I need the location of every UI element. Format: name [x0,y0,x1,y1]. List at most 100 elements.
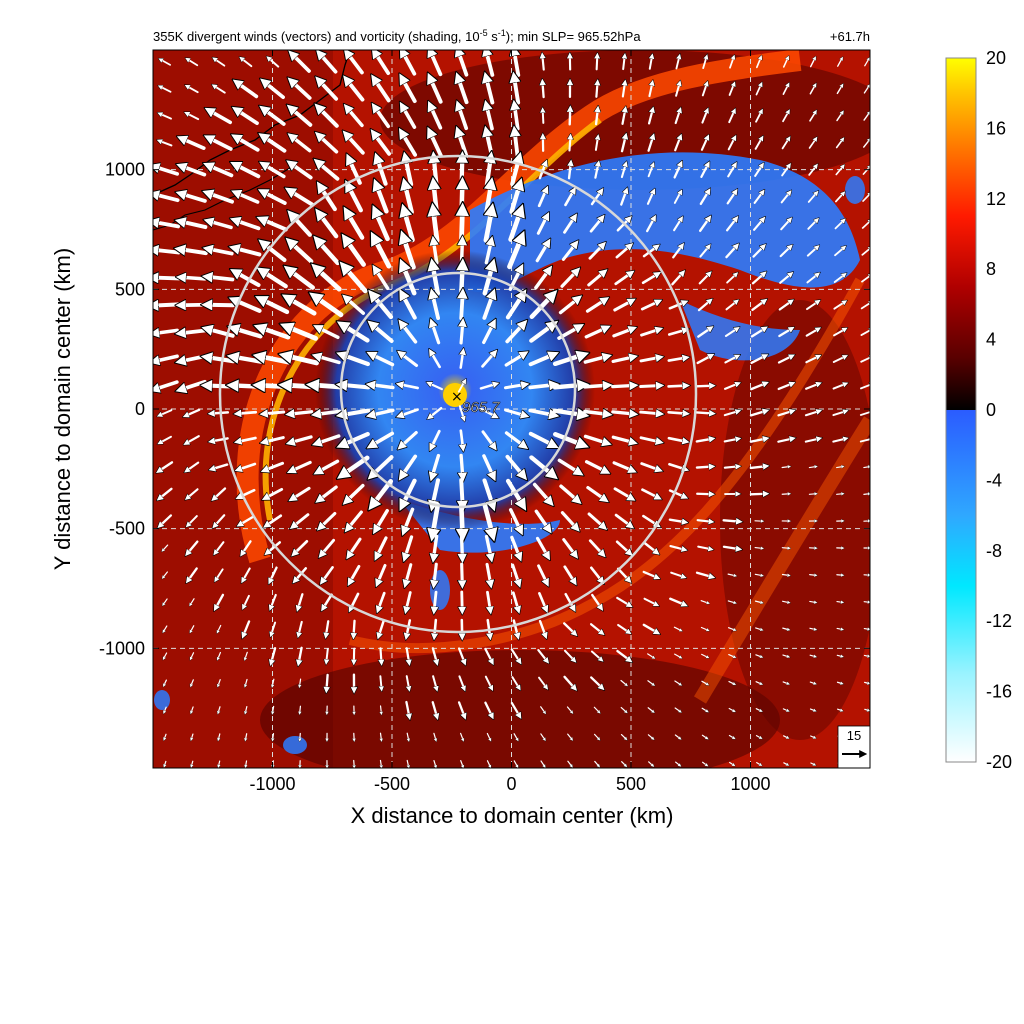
wind-vector [407,732,409,740]
wind-vector [218,706,221,713]
wind-vector [701,734,707,738]
wind-vector [341,324,370,343]
wind-vector [728,83,735,96]
wind-vector [805,356,819,364]
wind-vector [265,514,283,527]
wind-vector [667,438,687,442]
wind-vector [674,707,681,712]
wind-vector [482,502,493,537]
wind-vector [722,520,741,521]
wind-vector [673,191,681,204]
chart-title: 355K divergent winds (vectors) and vorti… [153,28,641,44]
wind-vector [505,478,524,507]
wind-vector [674,734,680,739]
wind-vector [186,86,199,94]
wind-vector [835,165,843,176]
wind-vector [614,272,632,286]
wind-vector [667,357,687,360]
wind-vector [583,434,609,443]
wind-vector [505,454,524,478]
wind-vector [290,460,312,471]
wind-vector [317,106,339,128]
wind-vector [461,321,463,345]
wind-vector [371,455,394,477]
wind-vector [674,680,681,685]
wind-vector [378,591,386,611]
wind-vector [434,562,437,586]
wind-vector [640,329,661,337]
wind-vector [346,50,364,75]
wind-vector [159,113,172,120]
wind-vector [859,411,870,416]
wind-vector [159,514,173,526]
wind-vector [268,57,280,68]
wind-vector [778,328,792,338]
wind-vector [667,386,688,387]
wind-vector [808,494,816,495]
wind-vector [487,534,492,560]
wind-vector [563,565,575,583]
wind-vector [461,502,462,537]
wind-vector [808,466,816,467]
wind-vector [289,241,314,264]
negative-vorticity-patch [845,176,865,204]
wind-vector [863,655,870,656]
wind-vector [510,535,520,558]
wind-vector [615,540,631,554]
y-tick-label: -1000 [99,638,145,658]
wind-vector [805,383,820,390]
wind-vector [191,679,194,686]
wind-vector [647,734,653,739]
wind-vector [235,109,259,126]
wind-vector [399,408,419,417]
wind-vector [587,271,605,287]
wind-vector [434,590,436,612]
wind-vector [724,328,738,337]
wind-vector [642,246,658,258]
wind-vector [340,354,370,367]
wind-vector [402,105,417,129]
wind-vector [373,78,391,103]
wind-vector [538,162,546,180]
wind-vector [702,56,707,70]
wind-vector [623,55,625,71]
wind-vector [590,650,602,660]
wind-vector [505,293,524,320]
wind-vector [374,50,391,76]
wind-vector [180,138,206,150]
wind-vector [273,733,274,741]
wind-vector [346,107,364,128]
wind-vector [430,104,443,130]
wind-vector [528,354,556,367]
wind-vector [481,352,496,368]
wind-vector [401,454,418,477]
wind-vector [429,76,443,104]
wind-vector [233,248,262,257]
wind-vector [403,507,415,532]
wind-vector [806,301,819,311]
negative-vorticity-patch [283,736,307,754]
wind-vector [263,436,285,443]
wind-vector [670,571,685,578]
wind-vector [264,487,284,498]
wind-vectors [153,50,870,768]
wind-vector [487,590,490,611]
wind-vector [462,534,463,560]
wind-vector [163,598,168,605]
wind-vector [486,732,490,741]
wind-vector [832,356,846,363]
wind-vector [269,566,278,583]
wind-vector [504,431,526,447]
wind-vector [728,680,735,685]
wind-vector [727,574,736,576]
wind-vector [153,166,180,176]
wind-vector [207,165,234,178]
wind-vector [834,220,844,230]
wind-vector [727,627,736,631]
wind-vector [381,732,382,740]
x-axis: -1000 -500 0 500 1000 [249,50,771,794]
wind-vector [260,219,288,232]
wind-vector [528,385,556,388]
wind-vector [237,462,257,470]
y-tick-label: 0 [135,399,145,419]
